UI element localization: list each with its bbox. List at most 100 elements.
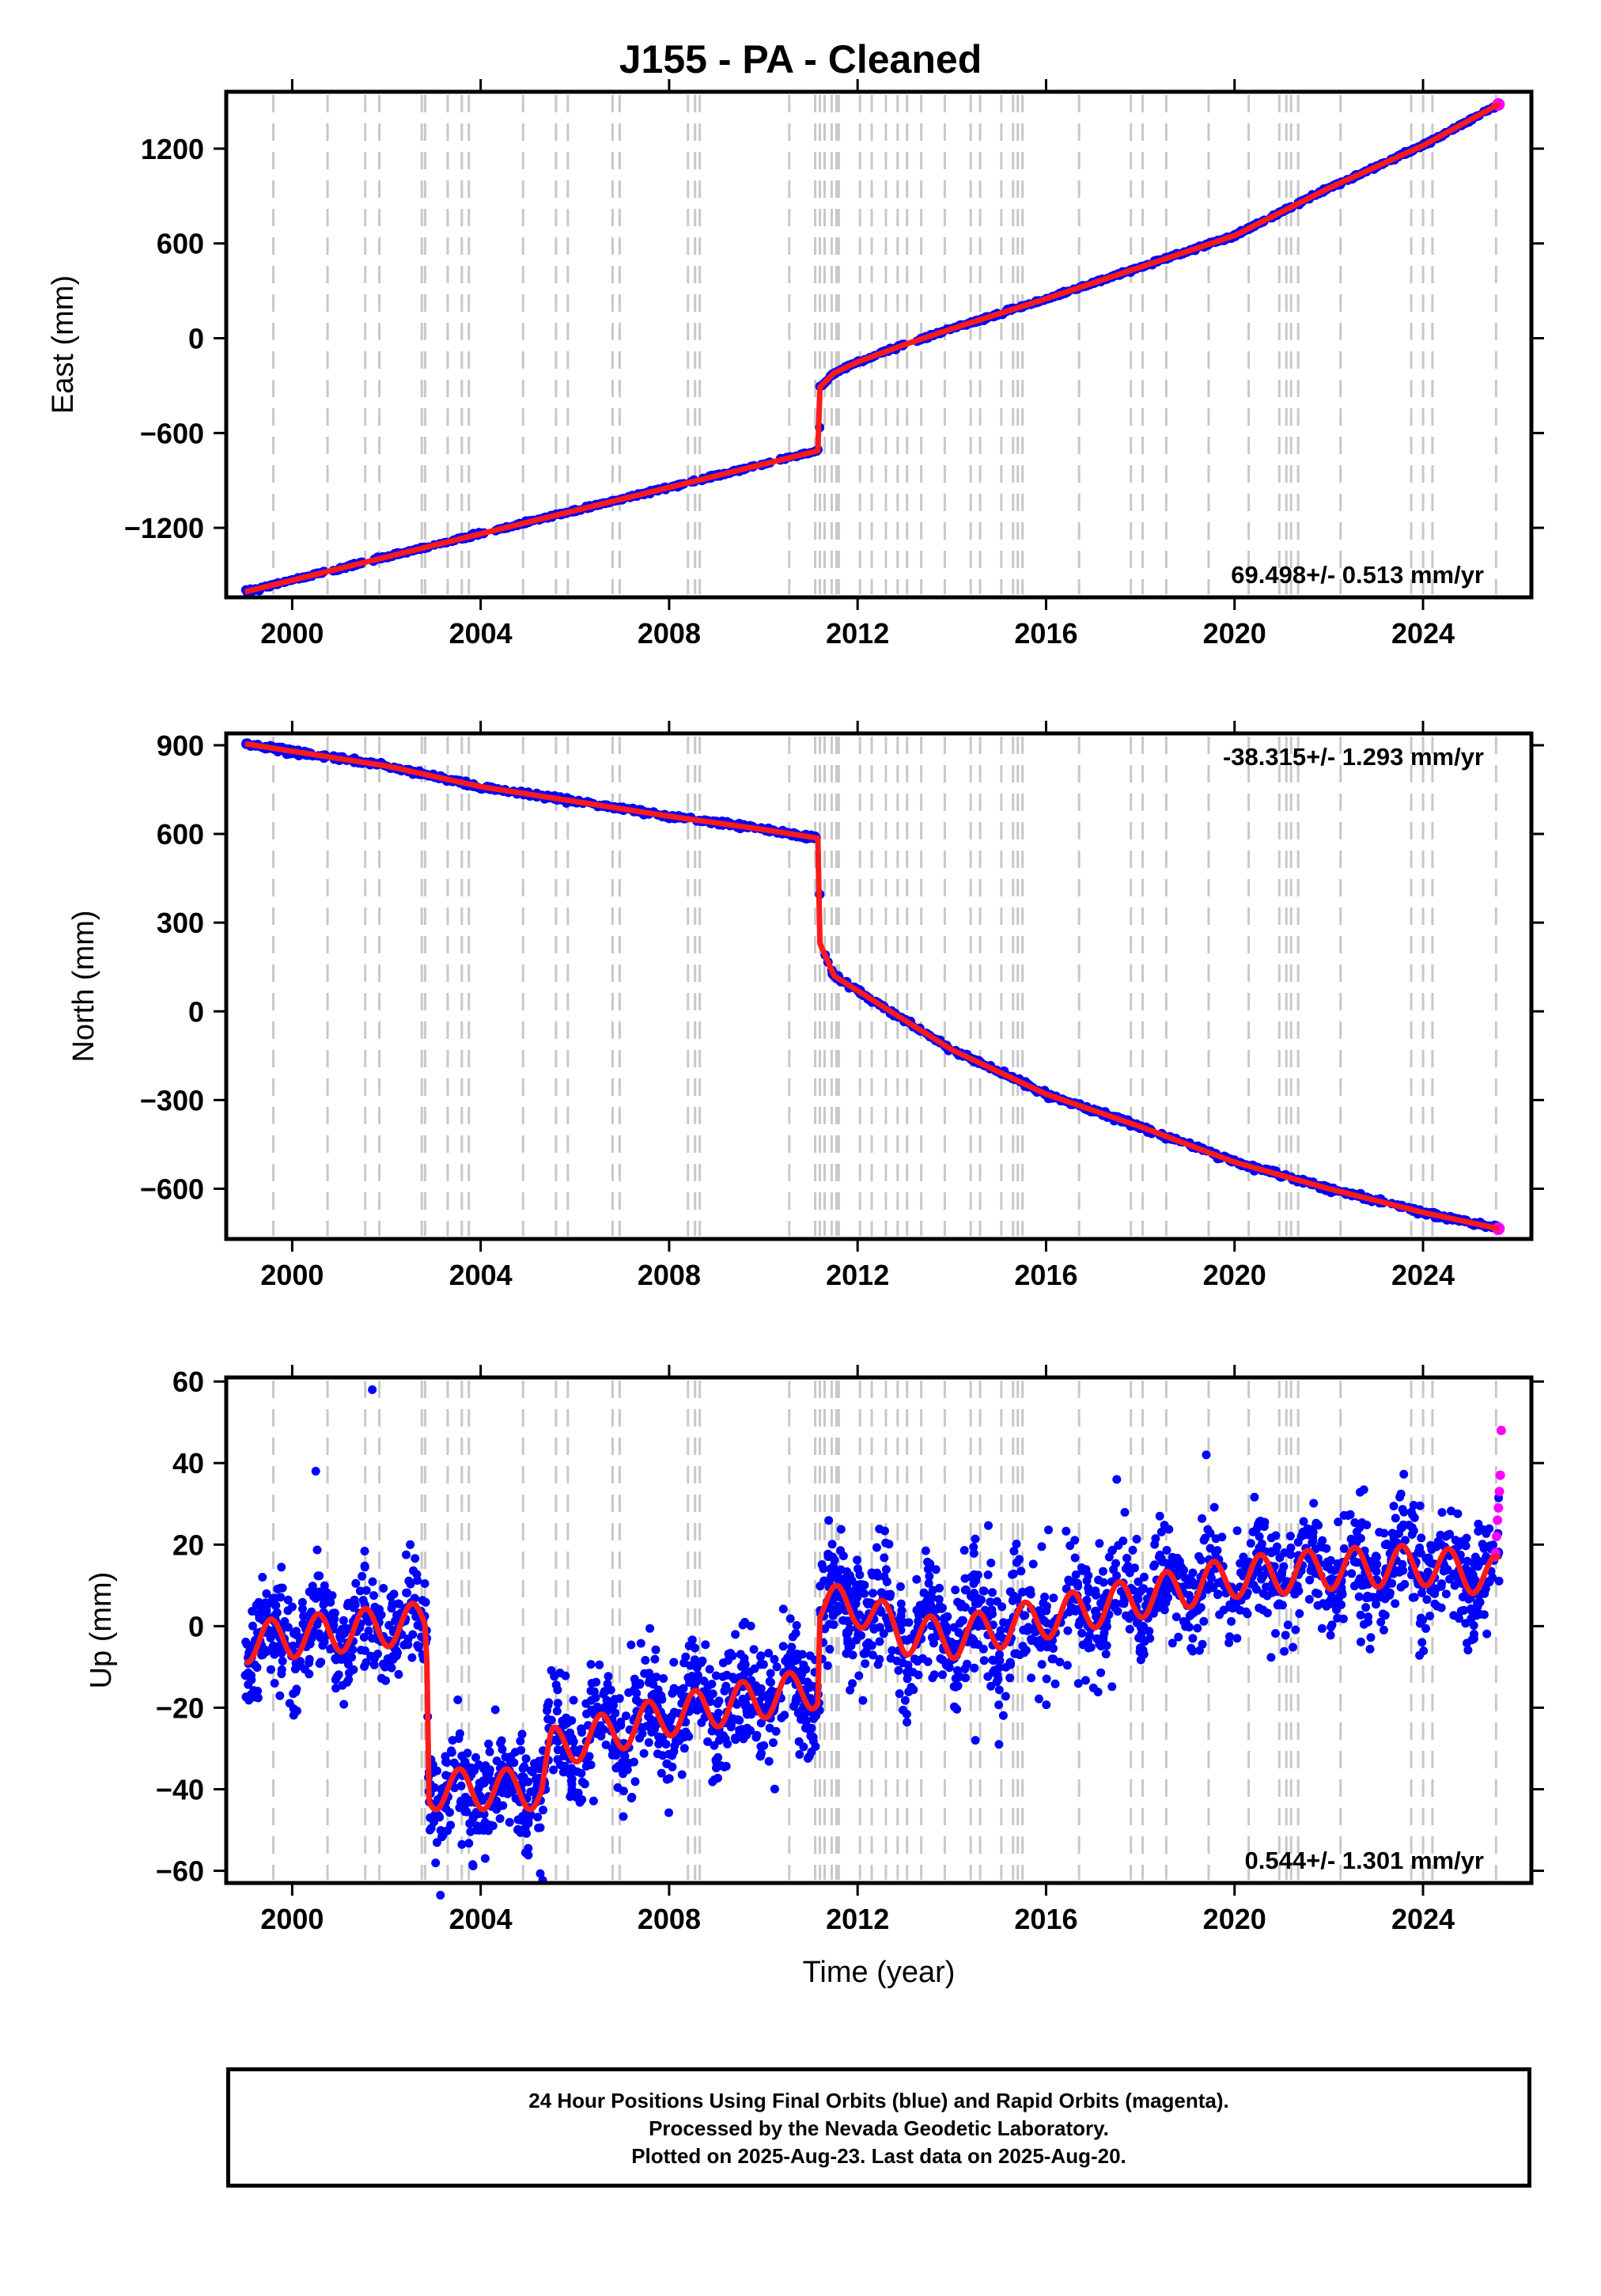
data-point bbox=[1042, 1700, 1051, 1710]
data-point bbox=[636, 1639, 645, 1648]
data-point bbox=[1203, 1525, 1213, 1534]
data-point bbox=[1286, 1543, 1296, 1552]
data-point bbox=[870, 1623, 880, 1633]
data-point bbox=[344, 1675, 354, 1684]
data-point bbox=[1236, 1605, 1245, 1615]
data-point bbox=[547, 1665, 556, 1675]
data-point bbox=[553, 1755, 562, 1764]
rapid-orbit-point bbox=[1491, 1531, 1501, 1541]
data-point bbox=[663, 1759, 672, 1768]
plot-frame bbox=[224, 731, 1534, 1241]
data-point bbox=[803, 1677, 812, 1687]
data-point bbox=[737, 1730, 747, 1738]
data-point bbox=[316, 1658, 326, 1667]
data-point bbox=[339, 1699, 349, 1709]
data-point bbox=[714, 1728, 724, 1737]
data-point bbox=[869, 1589, 877, 1598]
data-point bbox=[1224, 1638, 1234, 1647]
data-point bbox=[513, 1825, 522, 1835]
data-point bbox=[994, 1700, 1004, 1710]
data-point bbox=[431, 1858, 441, 1868]
data-point bbox=[555, 1669, 565, 1677]
data-point bbox=[337, 1624, 346, 1634]
model-fit-line bbox=[244, 101, 1501, 595]
data-point bbox=[1001, 1662, 1011, 1672]
data-point bbox=[1396, 1582, 1406, 1592]
data-point bbox=[627, 1793, 637, 1802]
data-point bbox=[1252, 1585, 1261, 1594]
y-tick-label: −300 bbox=[140, 1084, 204, 1116]
data-point bbox=[657, 1691, 666, 1700]
data-point bbox=[1425, 1612, 1435, 1620]
data-point bbox=[255, 1613, 264, 1623]
data-point bbox=[951, 1586, 960, 1595]
data-point bbox=[305, 1669, 314, 1679]
data-point bbox=[728, 1673, 737, 1682]
data-point bbox=[661, 1740, 671, 1749]
data-point bbox=[270, 1650, 279, 1659]
data-point bbox=[1070, 1553, 1080, 1563]
data-point bbox=[1437, 1508, 1447, 1517]
data-point bbox=[402, 1550, 411, 1559]
data-point bbox=[664, 1774, 674, 1783]
data-point bbox=[770, 1784, 779, 1794]
data-point bbox=[495, 1814, 505, 1824]
data-point bbox=[1168, 1639, 1177, 1648]
data-point bbox=[464, 1839, 474, 1848]
data-point bbox=[1314, 1521, 1323, 1530]
data-point bbox=[1475, 1597, 1485, 1607]
data-point bbox=[320, 1581, 329, 1590]
outlier-point bbox=[368, 1385, 377, 1394]
data-point bbox=[1193, 1623, 1202, 1633]
data-point bbox=[1028, 1559, 1038, 1569]
x-tick-label: 2024 bbox=[1391, 617, 1455, 650]
data-point bbox=[1099, 1632, 1108, 1642]
data-point bbox=[1295, 1609, 1304, 1618]
x-tick-label: 2004 bbox=[449, 1903, 513, 1935]
data-point bbox=[726, 1720, 736, 1730]
data-point bbox=[369, 1660, 379, 1669]
data-point bbox=[896, 1599, 906, 1608]
x-tick-label: 2020 bbox=[1203, 617, 1266, 650]
data-point bbox=[349, 1603, 358, 1612]
data-point bbox=[971, 1534, 980, 1544]
data-point bbox=[1279, 1562, 1289, 1571]
y-axis-label: Up (mm) bbox=[85, 1572, 118, 1689]
data-point bbox=[549, 1765, 558, 1775]
panel-north: 2000 2004 2008 2012 2016 2020 2024 −600 −300 0 300… bbox=[67, 721, 1544, 1291]
data-point bbox=[339, 1616, 348, 1625]
data-point bbox=[270, 1679, 279, 1688]
data-point bbox=[466, 1827, 475, 1836]
data-point bbox=[275, 1691, 285, 1700]
data-point bbox=[902, 1710, 911, 1719]
data-point bbox=[903, 1668, 912, 1677]
data-point bbox=[998, 1711, 1008, 1720]
data-point bbox=[517, 1745, 526, 1755]
data-point bbox=[938, 1670, 947, 1680]
data-point bbox=[1145, 1627, 1154, 1636]
data-point bbox=[1001, 1692, 1010, 1701]
data-point bbox=[713, 1761, 723, 1771]
data-point bbox=[1327, 1623, 1336, 1631]
data-point bbox=[276, 1583, 286, 1593]
data-point bbox=[488, 1821, 498, 1831]
data-point bbox=[364, 1626, 373, 1635]
data-point bbox=[501, 1752, 510, 1762]
data-point bbox=[1104, 1552, 1114, 1562]
data-point bbox=[1339, 1510, 1349, 1520]
outlier-point bbox=[994, 1740, 1004, 1749]
data-point bbox=[534, 1823, 543, 1832]
data-point bbox=[277, 1669, 286, 1679]
data-point bbox=[388, 1654, 398, 1664]
footer-note: 24 Hour Positions Using Final Orbits (bl… bbox=[226, 2067, 1531, 2188]
data-point bbox=[1050, 1679, 1060, 1688]
data-point bbox=[1274, 1599, 1284, 1608]
data-point bbox=[851, 1586, 860, 1595]
data-point bbox=[895, 1689, 904, 1699]
data-point bbox=[331, 1675, 340, 1684]
data-point bbox=[453, 1695, 463, 1704]
data-point bbox=[1262, 1608, 1272, 1618]
data-point bbox=[657, 1768, 666, 1778]
data-point bbox=[756, 1752, 765, 1761]
data-point bbox=[988, 1588, 997, 1597]
